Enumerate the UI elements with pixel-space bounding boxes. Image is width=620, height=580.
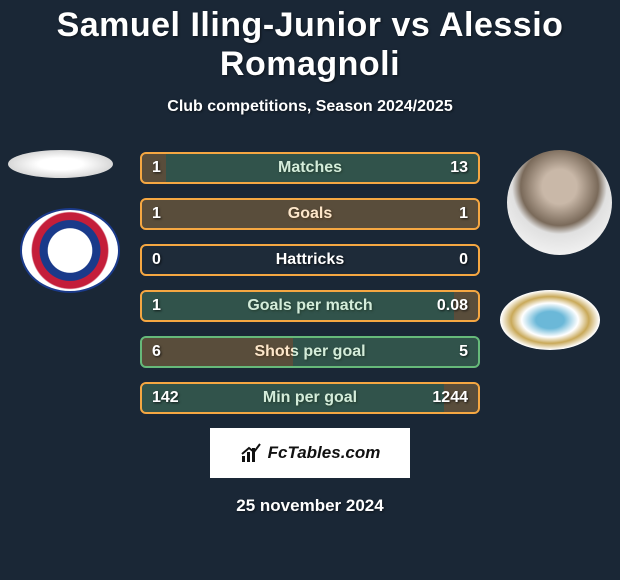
- stat-value-right: 0.08: [437, 297, 468, 315]
- branding-badge: FcTables.com: [210, 428, 410, 478]
- stat-value-left: 142: [152, 389, 179, 407]
- stat-value-left: 1: [152, 205, 161, 223]
- club-left-crest: [20, 208, 120, 293]
- branding-icon: [240, 442, 262, 464]
- stat-value-right: 1244: [432, 389, 468, 407]
- stat-bar-right: [293, 338, 478, 366]
- stat-value-right: 1: [459, 205, 468, 223]
- stat-bar-left: [142, 292, 454, 320]
- stat-value-left: 6: [152, 343, 161, 361]
- stat-value-left: 1: [152, 297, 161, 315]
- stat-value-left: 0: [152, 251, 161, 269]
- stat-bar-left: [142, 338, 293, 366]
- stat-value-right: 0: [459, 251, 468, 269]
- date-label: 25 november 2024: [0, 496, 620, 516]
- stat-row: 142 Min per goal 1244: [140, 382, 480, 414]
- stat-bar-right: [310, 200, 478, 228]
- stat-row: 1 Goals per match 0.08: [140, 290, 480, 322]
- stat-bar-left: [142, 384, 444, 412]
- branding-text: FcTables.com: [268, 443, 381, 463]
- club-right-crest: [500, 290, 600, 350]
- stat-row: 6 Shots per goal 5: [140, 336, 480, 368]
- page-title: Samuel Iling-Junior vs Alessio Romagnoli: [0, 0, 620, 84]
- stat-row: 0 Hattricks 0: [140, 244, 480, 276]
- stat-value-right: 13: [450, 159, 468, 177]
- stat-value-right: 5: [459, 343, 468, 361]
- stat-value-left: 1: [152, 159, 161, 177]
- stat-row: 1 Matches 13: [140, 152, 480, 184]
- stat-bar-left: [142, 200, 310, 228]
- stat-row: 1 Goals 1: [140, 198, 480, 230]
- stats-list: 1 Matches 13 1 Goals 1 0 Hattricks 0 1 G…: [140, 150, 480, 414]
- comparison-panel: 1 Matches 13 1 Goals 1 0 Hattricks 0 1 G…: [0, 150, 620, 516]
- player-right-avatar: [507, 150, 612, 255]
- stat-bar-right: [166, 154, 478, 182]
- player-left-avatar: [8, 150, 113, 178]
- subtitle: Club competitions, Season 2024/2025: [0, 98, 620, 116]
- stat-label: Hattricks: [142, 251, 478, 269]
